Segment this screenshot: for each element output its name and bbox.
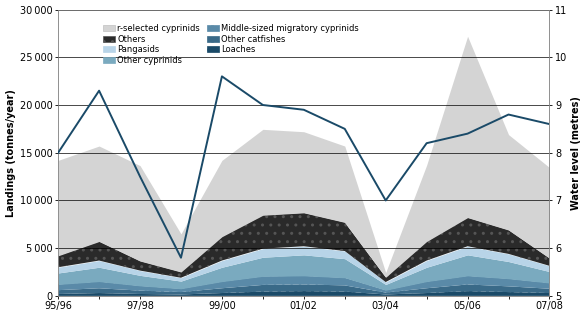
- Y-axis label: Landings (tonnes/year): Landings (tonnes/year): [5, 89, 16, 217]
- Legend: r-selected cyprinids, Others, Pangasids, Other cyprinids, Middle-sized migratory: r-selected cyprinids, Others, Pangasids,…: [102, 22, 360, 67]
- Y-axis label: Water level (metres): Water level (metres): [571, 96, 582, 210]
